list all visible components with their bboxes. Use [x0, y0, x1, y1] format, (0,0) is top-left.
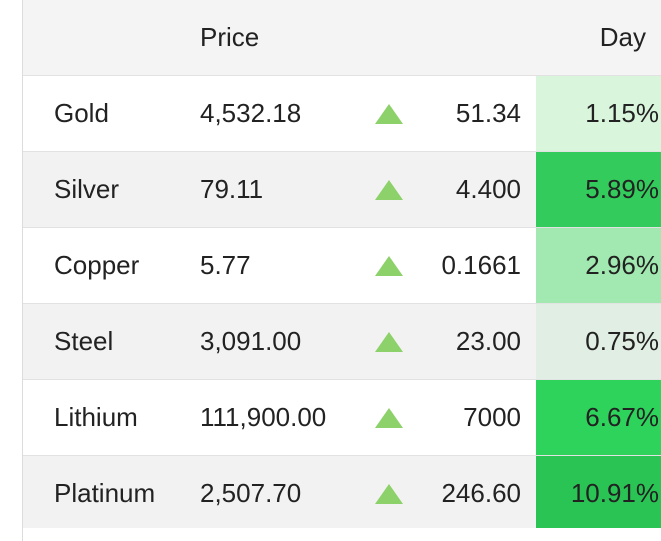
day-percent-value: 2.96%	[585, 250, 659, 280]
trend-up-icon	[375, 304, 403, 379]
column-header-price[interactable]: Price	[200, 22, 260, 52]
price-change: 7000	[463, 402, 521, 432]
commodity-price: 5.77	[200, 250, 251, 280]
price-change: 23.00	[455, 326, 521, 356]
day-percent-change: 2.96%	[536, 228, 661, 303]
commodity-name: Steel	[54, 326, 114, 356]
commodity-price: 111,900.00	[200, 402, 327, 432]
commodities-table: Price Day Gold 4,532.18 51.34 1.15% Silver 79…	[23, 0, 661, 532]
commodity-name: Copper	[54, 250, 140, 280]
price-change: 246.60	[441, 478, 521, 508]
table-row[interactable]: Steel 3,091.00 23.00 0.75%	[23, 304, 661, 380]
price-change: 4.400	[455, 174, 521, 204]
price-change: 51.34	[455, 98, 521, 128]
day-percent-change: 1.15%	[536, 76, 661, 151]
commodity-price: 2,507.70	[200, 478, 302, 508]
table-header-row: Price Day	[23, 0, 661, 76]
table-next-row	[23, 528, 661, 541]
commodity-price: 79.11	[200, 174, 264, 204]
commodity-name: Gold	[54, 98, 109, 128]
trend-up-icon	[375, 228, 403, 303]
day-percent-value: 0.75%	[585, 326, 659, 356]
table-row[interactable]: Platinum 2,507.70 246.60 10.91%	[23, 456, 661, 532]
commodity-name: Lithium	[54, 402, 138, 432]
commodity-name: Silver	[54, 174, 120, 204]
day-percent-value: 6.67%	[585, 402, 659, 432]
day-percent-change: 5.89%	[536, 152, 661, 227]
day-percent-change: 6.67%	[536, 380, 661, 455]
commodity-price: 3,091.00	[200, 326, 302, 356]
trend-up-icon	[375, 152, 403, 227]
table-row[interactable]: Gold 4,532.18 51.34 1.15%	[23, 76, 661, 152]
trend-up-icon	[375, 76, 403, 151]
table-row[interactable]: Silver 79.11 4.400 5.89%	[23, 152, 661, 228]
day-percent-change: 10.91%	[536, 456, 661, 531]
trend-up-icon	[375, 380, 403, 455]
day-percent-value: 5.89%	[585, 174, 659, 204]
day-percent-value: 1.15%	[585, 98, 659, 128]
price-change: 0.1661	[441, 250, 521, 280]
table-row[interactable]: Lithium 111,900.00 7000 6.67%	[23, 380, 661, 456]
table-body: Gold 4,532.18 51.34 1.15% Silver 79.11 4.400 5.…	[23, 76, 661, 532]
commodity-price: 4,532.18	[200, 98, 302, 128]
table-row[interactable]: Copper 5.77 0.1661 2.96%	[23, 228, 661, 304]
column-header-day[interactable]: Day	[599, 22, 646, 52]
table-left-border	[22, 0, 23, 541]
commodity-name: Platinum	[54, 478, 156, 508]
day-percent-change: 0.75%	[536, 304, 661, 379]
day-percent-value: 10.91%	[570, 478, 659, 508]
trend-up-icon	[375, 456, 403, 531]
